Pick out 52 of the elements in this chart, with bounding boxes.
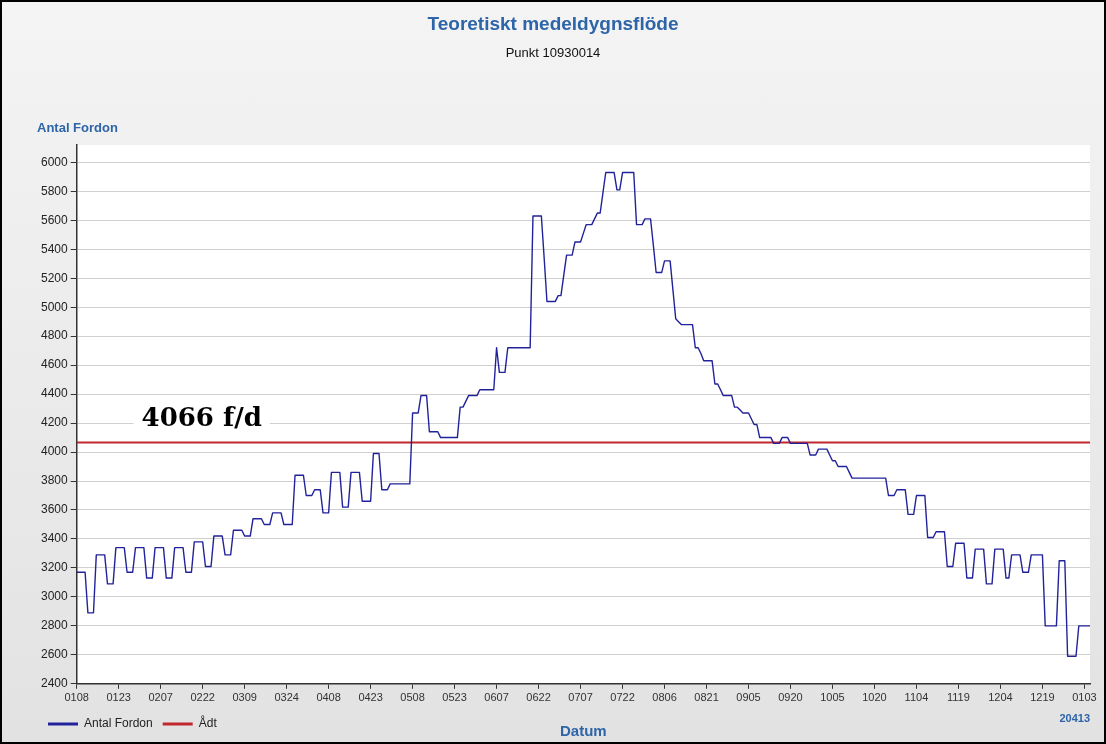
x-tick-label: 0806 (652, 691, 677, 704)
x-tick-label: 0222 (190, 691, 215, 704)
x-tick-label: 0905 (736, 691, 761, 704)
x-tick-label: 1104 (904, 691, 929, 704)
legend-label: Ådt (198, 715, 218, 731)
x-tick-label: 1204 (988, 691, 1013, 704)
y-tick-label: 5800 (40, 183, 69, 198)
x-tick-label: 0309 (232, 691, 257, 704)
y-tick-label: 5200 (40, 270, 69, 285)
y-tick-label: 3400 (40, 531, 69, 546)
x-tick-label: 0408 (316, 691, 341, 704)
legend-label: Antal Fordon (84, 716, 153, 731)
x-tick-label: 0207 (148, 691, 173, 704)
x-tick-label: 0324 (274, 691, 299, 704)
x-tick-label: 0707 (568, 691, 593, 704)
x-tick-label: 0920 (778, 691, 803, 704)
y-axis-title: Antal Fordon (37, 120, 118, 135)
x-tick-label: 0123 (106, 691, 131, 704)
x-tick-label: 0821 (694, 691, 719, 704)
x-tick-label: 0607 (484, 691, 509, 704)
x-tick-label: 0622 (526, 691, 551, 704)
x-tick-label: 0103 (1072, 691, 1097, 704)
y-tick-label: 4200 (40, 415, 69, 430)
y-tick-label: 4400 (40, 386, 69, 401)
x-tick-label: 1020 (862, 691, 887, 704)
chart-subtitle: Punkt 10930014 (505, 45, 601, 60)
y-tick-label: 3200 (40, 560, 69, 575)
x-tick-label: 1119 (947, 691, 970, 704)
x-tick-label: 0508 (400, 691, 425, 704)
y-tick-label: 2600 (40, 647, 69, 662)
x-tick-label: 0523 (442, 691, 467, 704)
x-tick-label: 0423 (358, 691, 383, 704)
text: 20413 (1059, 712, 1090, 724)
y-tick-label: 5600 (40, 212, 69, 227)
y-tick-label: 5400 (40, 241, 69, 256)
y-tick-label: 6000 (40, 154, 69, 169)
x-axis-title: Datum (560, 722, 607, 739)
x-tick-label: 0108 (64, 691, 89, 704)
y-tick-label: 2400 (40, 676, 69, 691)
y-tick-label: 4600 (40, 357, 69, 372)
y-tick-label: 3600 (40, 502, 69, 517)
x-tick-label: 1219 (1030, 691, 1055, 704)
y-tick-label: 3000 (40, 589, 69, 604)
x-tick-label: 1005 (820, 691, 845, 704)
y-tick-label: 2800 (40, 618, 69, 633)
x-tick-label: 0722 (610, 691, 635, 704)
annotation: 4066 f/d (141, 402, 262, 433)
y-tick-label: 5000 (40, 299, 69, 314)
chart-title: Teoretiskt medeldygnsflöde (427, 13, 679, 34)
y-tick-label: 4000 (40, 444, 69, 459)
y-tick-label: 4800 (40, 328, 69, 343)
y-tick-label: 3800 (40, 473, 69, 488)
